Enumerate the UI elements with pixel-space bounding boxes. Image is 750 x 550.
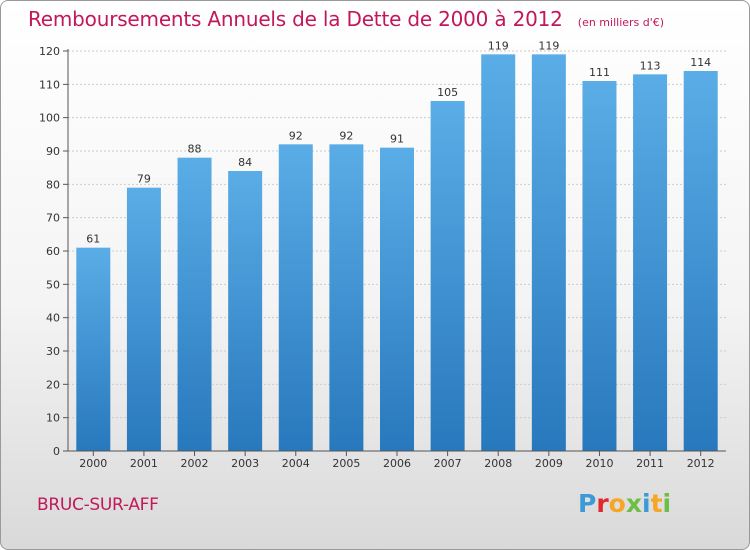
bar-value-label: 113	[640, 59, 661, 72]
bar	[683, 71, 718, 451]
bar-value-label: 105	[437, 86, 458, 99]
logo-letter: t	[650, 489, 663, 518]
logo-letter: x	[625, 489, 642, 518]
bar	[126, 187, 161, 451]
bar	[633, 74, 668, 451]
bar	[481, 54, 516, 451]
chart-subtitle: (en milliers d'€)	[577, 16, 665, 29]
logo-letter: r	[596, 489, 609, 518]
y-tick-label: 60	[46, 245, 60, 258]
y-tick-label: 20	[46, 378, 60, 391]
bar	[531, 54, 566, 451]
bar-value-label: 92	[339, 129, 353, 142]
logo-letter: i	[662, 489, 672, 518]
bar	[76, 247, 111, 451]
x-tick-label: 2007	[434, 457, 462, 470]
x-tick-label: 2010	[585, 457, 613, 470]
bar-value-label: 111	[589, 66, 610, 79]
y-tick-label: 30	[46, 345, 60, 358]
logo-letter: i	[642, 489, 651, 518]
bar	[177, 157, 212, 451]
bar-value-label: 114	[690, 56, 711, 69]
bar	[582, 81, 617, 451]
title-row: Remboursements Annuels de la Dette de 20…	[28, 7, 664, 31]
commune-name: BRUC-SUR-AFF	[37, 495, 159, 515]
y-tick-label: 0	[53, 445, 60, 458]
x-tick-label: 2011	[636, 457, 664, 470]
y-tick-label: 110	[39, 78, 60, 91]
logo-letter: o	[608, 489, 626, 518]
x-tick-label: 2009	[535, 457, 563, 470]
y-tick-label: 120	[39, 45, 60, 58]
x-tick-label: 2012	[687, 457, 715, 470]
x-tick-label: 2004	[282, 457, 310, 470]
bar	[380, 147, 414, 451]
y-tick-label: 90	[46, 145, 60, 158]
proxiti-logo[interactable]: Proxiti	[578, 489, 671, 518]
y-tick-label: 10	[46, 412, 60, 425]
bar-value-label: 92	[289, 129, 303, 142]
x-tick-label: 2003	[231, 457, 259, 470]
y-tick-label: 40	[46, 312, 60, 325]
x-tick-label: 2001	[130, 457, 158, 470]
bar	[278, 144, 313, 452]
bar-value-label: 79	[137, 173, 151, 186]
chart-title: Remboursements Annuels de la Dette de 20…	[28, 7, 563, 31]
x-tick-label: 2006	[383, 457, 411, 470]
bar	[228, 171, 263, 451]
logo-letter: P	[578, 489, 597, 518]
y-tick-label: 70	[46, 212, 60, 225]
x-tick-label: 2008	[484, 457, 512, 470]
bar	[329, 144, 364, 452]
bar-value-label: 91	[390, 133, 404, 146]
y-tick-label: 80	[46, 178, 60, 191]
bar-value-label: 119	[538, 39, 559, 52]
x-tick-label: 2002	[181, 457, 209, 470]
bar	[430, 101, 465, 451]
bar-value-label: 61	[86, 233, 100, 246]
x-tick-label: 2000	[79, 457, 107, 470]
y-tick-label: 50	[46, 278, 60, 291]
bar-value-label: 119	[488, 39, 509, 52]
x-tick-label: 2005	[332, 457, 360, 470]
y-tick-label: 100	[39, 112, 60, 125]
bar-value-label: 88	[188, 143, 202, 156]
bar-value-label: 84	[238, 156, 252, 169]
